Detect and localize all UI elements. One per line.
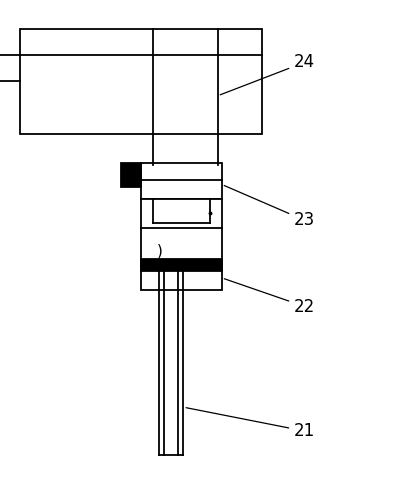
- Text: 22: 22: [224, 279, 316, 316]
- Text: 21: 21: [186, 408, 316, 440]
- Bar: [20, 29, 262, 134]
- Bar: [141, 259, 222, 271]
- Bar: [141, 199, 222, 290]
- Bar: [141, 163, 222, 199]
- Bar: [121, 163, 141, 187]
- Text: 23: 23: [224, 185, 316, 229]
- Text: ): ): [157, 244, 163, 259]
- Text: 24: 24: [220, 53, 315, 95]
